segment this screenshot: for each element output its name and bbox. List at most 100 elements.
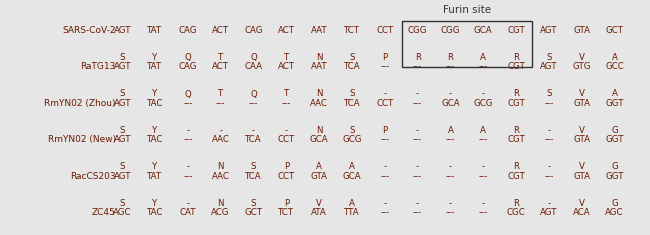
Text: N: N — [316, 53, 322, 62]
Text: CGG: CGG — [441, 26, 460, 35]
Text: R: R — [513, 90, 519, 98]
Text: ---: --- — [544, 135, 554, 144]
Text: CGT: CGT — [507, 172, 525, 181]
Text: -: - — [482, 162, 485, 171]
Text: V: V — [316, 199, 322, 208]
Text: ACG: ACG — [211, 208, 230, 217]
Text: S: S — [251, 162, 256, 171]
Text: G: G — [611, 126, 618, 135]
Text: -: - — [416, 126, 419, 135]
Text: CCT: CCT — [278, 135, 295, 144]
Text: GCA: GCA — [343, 172, 361, 181]
Text: TTA: TTA — [344, 208, 360, 217]
Text: ---: --- — [413, 135, 422, 144]
Text: ACA: ACA — [573, 208, 591, 217]
Text: T: T — [218, 53, 224, 62]
Text: ---: --- — [446, 63, 455, 71]
Text: GCT: GCT — [244, 208, 263, 217]
Text: GGT: GGT — [605, 172, 624, 181]
Text: AAC: AAC — [212, 135, 229, 144]
Text: A: A — [612, 90, 618, 98]
Text: GCG: GCG — [473, 99, 493, 108]
Text: ---: --- — [183, 99, 192, 108]
Text: P: P — [382, 126, 387, 135]
Text: -: - — [384, 199, 386, 208]
Text: RmYN02 (Zhou): RmYN02 (Zhou) — [44, 99, 116, 108]
Text: ---: --- — [380, 63, 389, 71]
Text: CAG: CAG — [244, 26, 263, 35]
Bar — [402, 21, 532, 67]
Text: -: - — [449, 90, 452, 98]
Text: AGT: AGT — [114, 63, 131, 71]
Text: GTA: GTA — [573, 172, 590, 181]
Text: Q: Q — [185, 90, 191, 98]
Text: CGC: CGC — [507, 208, 525, 217]
Text: GTA: GTA — [573, 99, 590, 108]
Text: ATA: ATA — [311, 208, 327, 217]
Text: ACT: ACT — [212, 63, 229, 71]
Text: ---: --- — [544, 172, 554, 181]
Text: ---: --- — [446, 172, 455, 181]
Text: RaTG13: RaTG13 — [81, 63, 116, 71]
Text: TCA: TCA — [344, 63, 360, 71]
Text: CAG: CAG — [179, 63, 197, 71]
Text: A: A — [349, 199, 355, 208]
Text: R: R — [513, 199, 519, 208]
Text: GTA: GTA — [573, 135, 590, 144]
Text: AGT: AGT — [540, 208, 558, 217]
Text: SARS-CoV-2: SARS-CoV-2 — [62, 26, 116, 35]
Text: GGT: GGT — [605, 99, 624, 108]
Text: -: - — [482, 199, 485, 208]
Text: AGT: AGT — [114, 99, 131, 108]
Text: TCA: TCA — [245, 135, 262, 144]
Text: ---: --- — [544, 99, 554, 108]
Text: CAT: CAT — [179, 208, 196, 217]
Text: Q: Q — [250, 90, 257, 98]
Text: TAT: TAT — [148, 63, 162, 71]
Text: AGT: AGT — [114, 26, 131, 35]
Text: ACT: ACT — [278, 63, 295, 71]
Text: AAC: AAC — [212, 172, 229, 181]
Text: TAC: TAC — [147, 208, 163, 217]
Text: -: - — [384, 162, 386, 171]
Text: CCT: CCT — [376, 99, 393, 108]
Text: ---: --- — [478, 135, 488, 144]
Text: Y: Y — [152, 53, 158, 62]
Text: A: A — [349, 162, 355, 171]
Text: ---: --- — [380, 208, 389, 217]
Text: CCT: CCT — [278, 172, 295, 181]
Text: T: T — [283, 90, 289, 98]
Text: TCT: TCT — [344, 26, 360, 35]
Text: -: - — [547, 199, 551, 208]
Text: ---: --- — [446, 135, 455, 144]
Text: -: - — [187, 126, 189, 135]
Text: P: P — [284, 199, 289, 208]
Text: A: A — [480, 53, 486, 62]
Text: S: S — [120, 199, 125, 208]
Text: ---: --- — [413, 99, 422, 108]
Text: S: S — [251, 199, 256, 208]
Text: Q: Q — [185, 53, 191, 62]
Text: Y: Y — [152, 162, 158, 171]
Text: AGT: AGT — [114, 135, 131, 144]
Text: -: - — [416, 162, 419, 171]
Text: P: P — [382, 53, 387, 62]
Text: T: T — [283, 53, 289, 62]
Text: ---: --- — [478, 208, 488, 217]
Text: AAT: AAT — [311, 63, 328, 71]
Text: V: V — [578, 53, 585, 62]
Text: ---: --- — [183, 172, 192, 181]
Text: ZC45: ZC45 — [92, 208, 116, 217]
Text: GCG: GCG — [343, 135, 362, 144]
Text: -: - — [449, 162, 452, 171]
Text: S: S — [349, 126, 355, 135]
Text: CGT: CGT — [507, 99, 525, 108]
Text: V: V — [578, 90, 585, 98]
Text: A: A — [316, 162, 322, 171]
Text: S: S — [120, 162, 125, 171]
Text: TAC: TAC — [147, 99, 163, 108]
Text: S: S — [120, 53, 125, 62]
Text: GTA: GTA — [573, 26, 590, 35]
Text: N: N — [217, 199, 224, 208]
Text: S: S — [120, 90, 125, 98]
